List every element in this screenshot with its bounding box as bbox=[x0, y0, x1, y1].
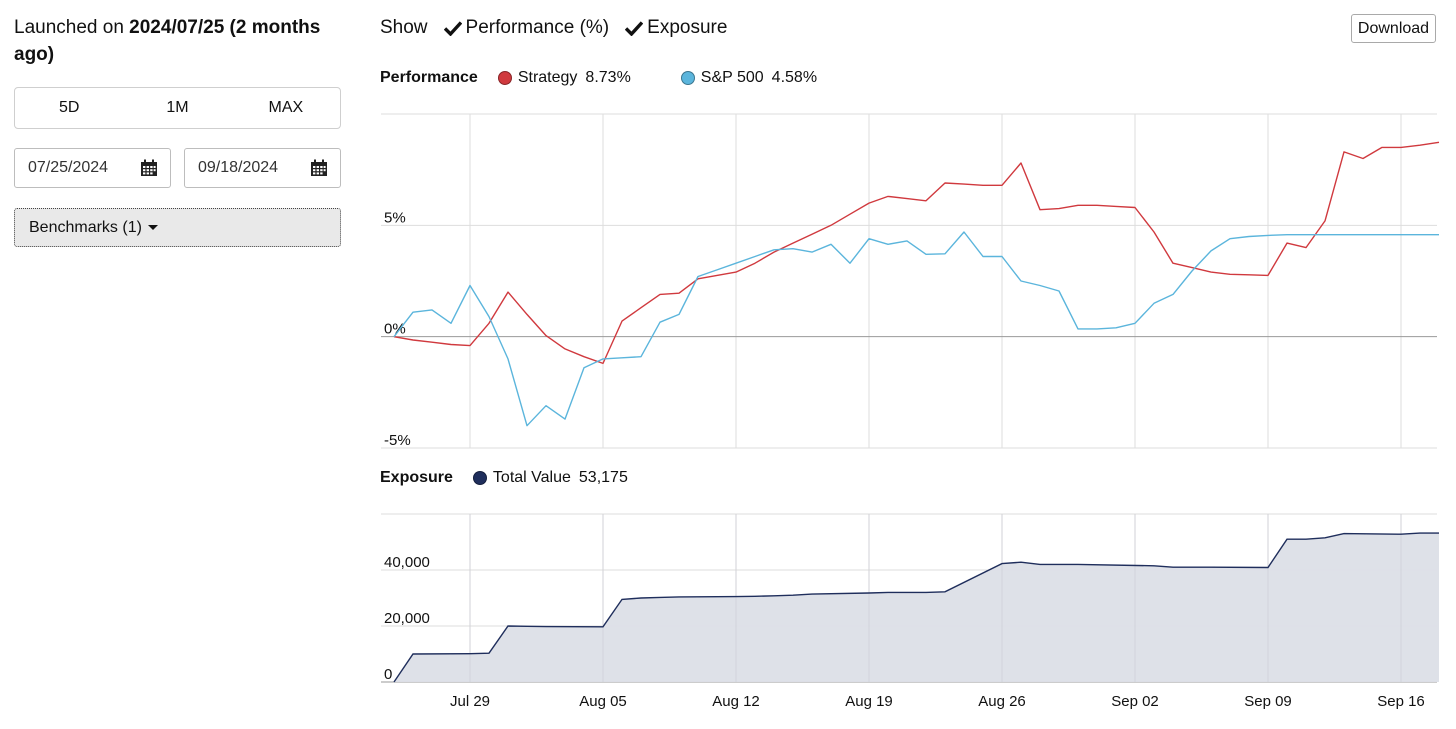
toggle-performance[interactable]: Performance (%) bbox=[443, 16, 610, 40]
legend-total-value-name: Total Value bbox=[492, 469, 571, 486]
check-icon bbox=[443, 21, 462, 36]
download-button[interactable]: Download bbox=[1351, 14, 1436, 43]
caret-down-icon bbox=[147, 225, 158, 231]
launch-date: 2024/07/25 (2 months ago) bbox=[14, 17, 321, 65]
x-tick-label: Aug 12 bbox=[712, 693, 760, 710]
total-value-series-line bbox=[393, 532, 1439, 683]
launch-prefix: Launched on bbox=[14, 17, 124, 38]
legend-total-value-value: 53,175 bbox=[578, 469, 628, 486]
x-tick-label: Jul 29 bbox=[450, 693, 490, 710]
range-5d-button[interactable]: 5D bbox=[58, 99, 80, 116]
benchmarks-dropdown[interactable]: Benchmarks (1) bbox=[14, 208, 341, 247]
toggle-performance-label: Performance (%) bbox=[465, 17, 610, 38]
performance-legend: Performance Strategy 8.73% S&P 500 4.58% bbox=[380, 68, 867, 88]
perf-y-tick-label: 5% bbox=[384, 209, 406, 226]
legend-sp500-dot bbox=[680, 71, 695, 85]
expo-y-tick-label: 20,000 bbox=[384, 610, 430, 627]
calendar-icon[interactable] bbox=[140, 159, 158, 177]
perf-y-tick-label: -5% bbox=[384, 432, 411, 449]
toggle-exposure[interactable]: Exposure bbox=[625, 16, 727, 40]
end-date-value: 09/18/2024 bbox=[198, 159, 279, 176]
x-tick-label: Sep 16 bbox=[1377, 693, 1425, 710]
calendar-icon[interactable] bbox=[310, 159, 328, 177]
perf-y-tick-label: 0% bbox=[384, 321, 406, 338]
show-toggles: Show Performance (%) Exposure bbox=[380, 16, 727, 40]
legend-strategy[interactable]: Strategy 8.73% bbox=[497, 68, 631, 88]
legend-strategy-value: 8.73% bbox=[585, 69, 631, 86]
show-label: Show bbox=[380, 17, 428, 38]
expo-y-tick-label: 40,000 bbox=[384, 554, 430, 571]
legend-total-value-dot bbox=[472, 471, 487, 485]
range-1m-button[interactable]: 1M bbox=[166, 99, 189, 116]
x-tick-label: Aug 19 bbox=[845, 693, 893, 710]
performance-title: Performance bbox=[380, 69, 478, 86]
legend-sp500-value: 4.58% bbox=[771, 69, 818, 86]
expo-y-tick-label: 0 bbox=[384, 666, 392, 683]
check-icon bbox=[625, 21, 644, 36]
x-tick-label: Aug 26 bbox=[978, 693, 1026, 710]
x-tick-label: Sep 02 bbox=[1111, 693, 1159, 710]
legend-strategy-name: Strategy bbox=[517, 69, 578, 86]
sp500-series-line bbox=[393, 231, 1439, 427]
strategy-series-line bbox=[393, 141, 1440, 365]
launch-info: Launched on 2024/07/25 (2 months ago) bbox=[14, 14, 344, 68]
legend-strategy-dot bbox=[497, 71, 512, 85]
range-max-button[interactable]: MAX bbox=[268, 99, 304, 116]
range-selector: 5D 1M MAX bbox=[14, 87, 341, 129]
total-value-area bbox=[394, 533, 1439, 682]
benchmarks-label: Benchmarks (1) bbox=[29, 219, 142, 236]
exposure-title: Exposure bbox=[380, 469, 453, 486]
x-tick-label: Aug 05 bbox=[579, 693, 627, 710]
toggle-exposure-label: Exposure bbox=[647, 17, 728, 38]
legend-sp500[interactable]: S&P 500 4.58% bbox=[680, 68, 818, 88]
exposure-legend: Exposure Total Value 53,175 bbox=[380, 468, 678, 488]
start-date-input[interactable]: 07/25/2024 bbox=[14, 148, 171, 188]
x-tick-label: Sep 09 bbox=[1244, 693, 1292, 710]
legend-total-value[interactable]: Total Value 53,175 bbox=[472, 468, 628, 488]
end-date-input[interactable]: 09/18/2024 bbox=[184, 148, 341, 188]
legend-sp500-name: S&P 500 bbox=[700, 69, 764, 86]
start-date-value: 07/25/2024 bbox=[28, 159, 109, 176]
